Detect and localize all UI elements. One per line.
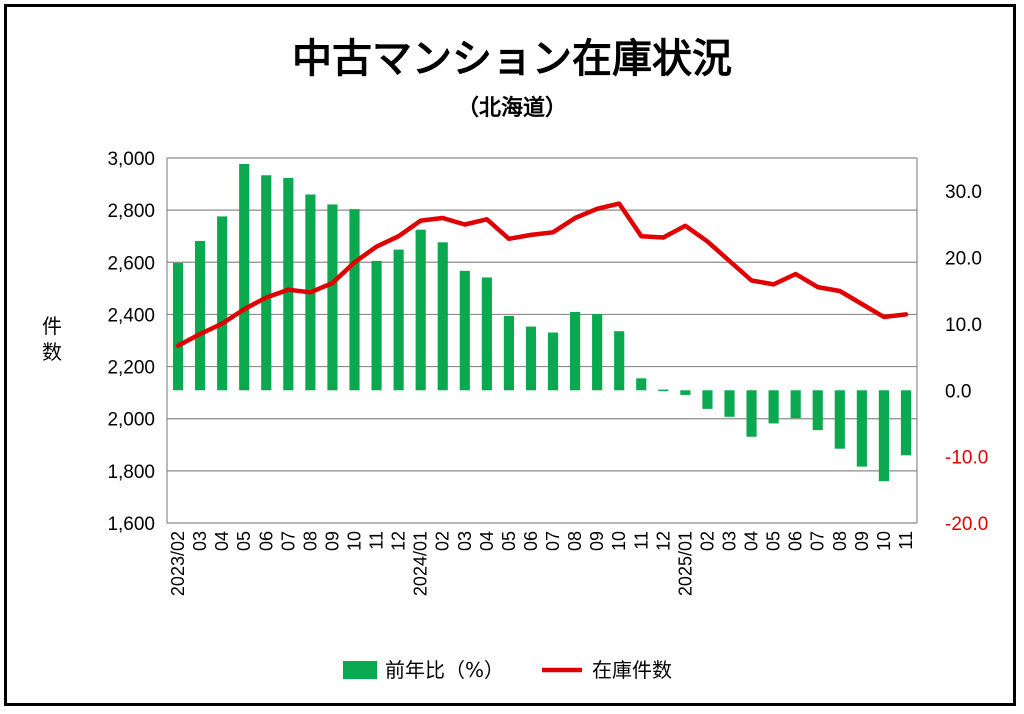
left-tick-label: 3,000 [107, 149, 155, 170]
bar [878, 390, 889, 482]
legend-swatch-yoy [343, 661, 377, 679]
x-tick-label: 06 [786, 531, 806, 551]
bar [239, 163, 250, 391]
bar [283, 177, 294, 391]
x-tick-label: 02 [697, 531, 717, 551]
left-tick-label: 2,000 [107, 410, 155, 431]
inventory-line [175, 201, 909, 348]
axes [166, 158, 918, 524]
x-tick-label: 06 [256, 531, 276, 551]
left-tick-label: 1,800 [107, 462, 155, 483]
right-y-axis-ticks: -20.0 -10.0 0.0 10.0 20.0 30.0 [945, 182, 988, 535]
x-tick-label: 03 [720, 531, 740, 551]
left-tick-label: 2,600 [107, 253, 155, 274]
x-tick-label: 09 [322, 531, 342, 551]
bar [503, 315, 514, 391]
bar [195, 240, 206, 391]
right-tick-label: 20.0 [945, 249, 982, 270]
bar [481, 277, 492, 391]
x-tick-label: 02 [433, 531, 453, 551]
bar [856, 390, 867, 467]
bar [393, 249, 404, 391]
x-tick-label: 06 [521, 531, 541, 551]
bar [812, 390, 823, 431]
left-y-axis-label: 件数 [42, 314, 62, 364]
right-tick-label: -10.0 [945, 448, 988, 469]
bar [592, 313, 603, 391]
x-tick-label: 05 [764, 531, 784, 551]
chart-subtitle: （北海道） [456, 96, 567, 121]
x-tick-label: 03 [455, 531, 475, 551]
right-tick-label: 10.0 [945, 315, 982, 336]
bar [459, 270, 470, 391]
left-tick-label: 2,200 [107, 358, 155, 379]
bar [900, 390, 912, 456]
bar [790, 390, 801, 419]
bar-series [172, 163, 912, 482]
line-series [175, 201, 909, 348]
x-tick-label: 08 [830, 531, 850, 551]
x-tick-label: 04 [742, 531, 762, 551]
bar [415, 229, 426, 391]
bar [614, 331, 625, 391]
x-tick-label: 08 [565, 531, 585, 551]
bar [327, 204, 338, 391]
x-tick-label: 07 [543, 531, 563, 551]
left-tick-label: 1,600 [107, 514, 155, 535]
left-tick-label: 2,800 [107, 201, 155, 222]
x-tick-label: 2024/01 [411, 531, 431, 596]
ylabel-char: 件 [42, 314, 62, 338]
bar [570, 311, 581, 391]
x-tick-label: 11 [896, 531, 916, 550]
bar [437, 242, 448, 391]
legend: 前年比（%） 在庫件数 [343, 658, 672, 682]
x-tick-label: 04 [477, 531, 497, 551]
bar [172, 262, 184, 391]
bar [658, 389, 669, 392]
bar [525, 326, 537, 391]
bar [217, 216, 228, 391]
x-tick-label: 11 [367, 531, 387, 550]
x-axis-ticks: 2023/02 03 04 05 06 07 08 09 10 11 12 2024/01 02 03 04… [168, 531, 916, 596]
x-tick-label: 10 [609, 531, 629, 551]
bar [349, 209, 360, 391]
x-tick-label: 07 [808, 531, 828, 551]
bar [702, 390, 713, 409]
left-tick-label: 2,400 [107, 305, 155, 326]
gridlines [167, 157, 917, 472]
x-tick-label: 04 [212, 531, 232, 551]
chart-title: 中古マンション在庫状況 [292, 36, 732, 82]
bar [261, 175, 272, 391]
x-tick-label: 03 [190, 531, 210, 551]
ylabel-char: 数 [42, 340, 62, 364]
x-tick-label: 12 [653, 531, 673, 551]
x-tick-label: 07 [278, 531, 298, 551]
bar [547, 332, 559, 391]
right-tick-label: 30.0 [945, 182, 982, 203]
x-tick-label: 09 [852, 531, 872, 551]
right-tick-label: 0.0 [945, 381, 971, 402]
x-tick-label: 2023/02 [168, 531, 188, 596]
left-y-axis-ticks: 1,600 1,800 2,000 2,200 2,400 2,600 2,800 3,000 [107, 149, 155, 535]
bar [371, 260, 382, 391]
bar [636, 378, 647, 391]
x-tick-label: 05 [234, 531, 254, 551]
x-tick-label: 10 [874, 531, 894, 551]
legend-label-yoy: 前年比（%） [385, 658, 504, 682]
bar [724, 390, 735, 417]
x-tick-label: 05 [499, 531, 519, 551]
bar [768, 390, 779, 424]
x-tick-label: 2025/01 [675, 531, 695, 596]
legend-label-inventory: 在庫件数 [592, 658, 672, 682]
right-tick-label: -20.0 [945, 514, 988, 535]
bar [746, 390, 757, 437]
bar [834, 390, 845, 449]
x-tick-label: 12 [389, 531, 409, 551]
bar [680, 390, 691, 395]
x-tick-label: 08 [300, 531, 320, 551]
x-tick-label: 10 [345, 531, 365, 551]
x-tick-label: 11 [631, 531, 651, 550]
x-tick-label: 09 [587, 531, 607, 551]
